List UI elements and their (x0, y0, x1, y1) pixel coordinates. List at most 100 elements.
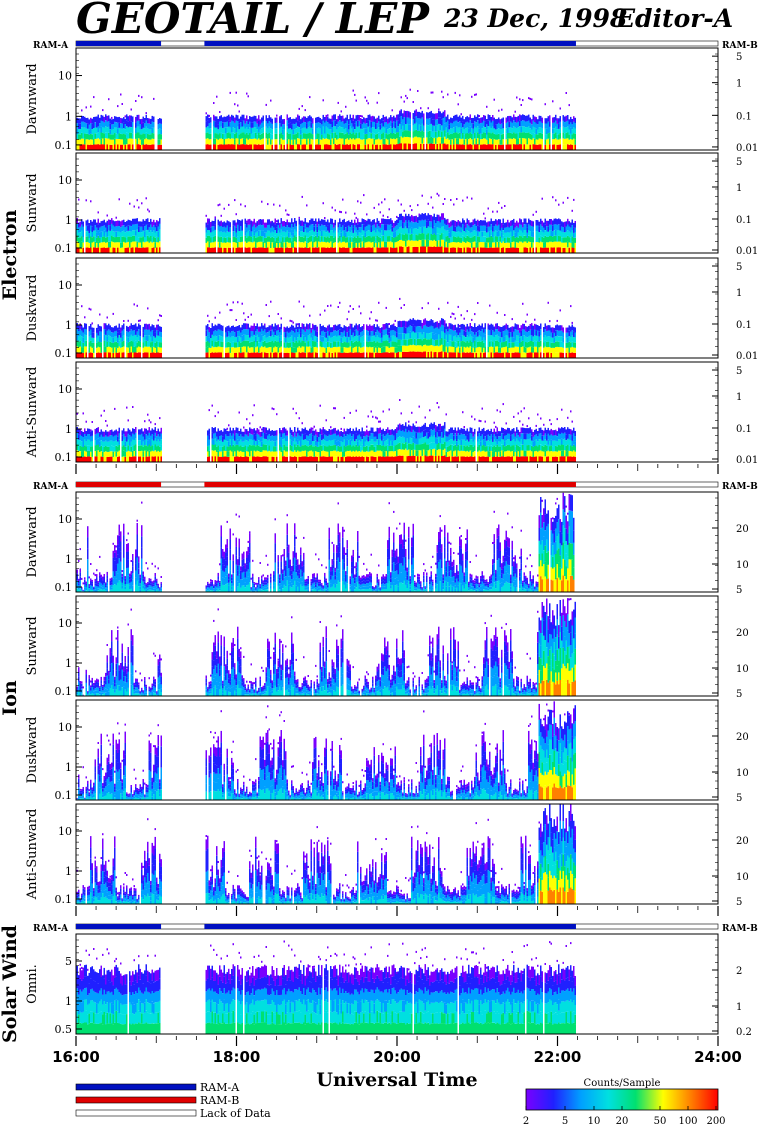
spectrogram-cell (147, 134, 149, 140)
spectrogram-cell (259, 326, 261, 332)
spectrogram-cell (237, 219, 239, 225)
spectrogram-cell (265, 247, 267, 253)
spectrogram-cell (406, 117, 408, 124)
spectrogram-cell (127, 121, 129, 128)
spectrogram-cell (306, 128, 308, 134)
spectrogram-cell (463, 124, 465, 130)
spectrogram-cell (103, 225, 105, 231)
spectrogram-cell (157, 335, 159, 342)
spectrogram-cell (346, 247, 348, 253)
spectrogram-cell (456, 226, 458, 233)
spectrogram-cell (531, 144, 533, 150)
spectrogram-cell (420, 131, 422, 138)
spectrogram-cell (514, 222, 516, 228)
spectrogram-cell (337, 138, 339, 145)
spectrogram-cell (387, 139, 389, 145)
spectrogram-cell (354, 352, 356, 358)
spectrogram-cell (387, 124, 389, 130)
spectrogram-cell (403, 345, 405, 352)
spectrogram-cell (267, 225, 269, 231)
spectrogram-cell (351, 323, 353, 330)
spectrogram-cell (130, 226, 132, 232)
spectrogram-cell (438, 136, 440, 144)
spectrogram-cell (256, 352, 258, 358)
spectrogram-cell (142, 224, 144, 231)
spectrogram-cell (138, 335, 140, 341)
spectrogram-cell (145, 230, 147, 236)
spectrogram-cell (474, 224, 476, 231)
spectrogram-cell (558, 123, 560, 129)
spectrogram-cell (258, 352, 260, 358)
spectrogram-cell (237, 225, 239, 231)
spectrogram-cell (82, 221, 84, 227)
spectrogram-cell (525, 247, 527, 253)
spectrogram-cell (400, 136, 402, 144)
spectrogram-dot (246, 220, 248, 223)
spectrogram-cell (298, 328, 300, 335)
spectrogram-cell (279, 243, 281, 248)
spectrogram-cell (519, 218, 521, 225)
spectrogram-cell (97, 224, 99, 231)
spectrogram-cell (322, 347, 324, 353)
spectrogram-cell (565, 144, 567, 150)
spectrogram-cell (111, 139, 113, 145)
spectrogram-cell (573, 232, 575, 238)
spectrogram-cell (400, 226, 402, 234)
spectrogram-cell (403, 130, 405, 137)
spectrogram-cell (216, 352, 218, 358)
spectrogram-cell (306, 232, 308, 238)
spectrogram-cell (439, 216, 441, 223)
spectrogram-cell (423, 233, 425, 240)
spectrogram-cell (378, 121, 380, 128)
spectrogram-cell (151, 330, 153, 336)
spectrogram-cell (250, 247, 252, 253)
spectrogram-cell (139, 139, 141, 145)
spectrogram-cell (451, 247, 453, 253)
spectrogram-cell (135, 230, 137, 236)
spectrogram-cell (217, 340, 219, 347)
spectrogram-cell (234, 352, 236, 358)
spectrogram-cell (366, 247, 368, 253)
spectrogram-cell (376, 235, 378, 242)
spectrogram-cell (255, 242, 257, 248)
spectrogram-cell (523, 218, 525, 225)
spectrogram-cell (90, 340, 92, 347)
spectrogram-cell (340, 115, 342, 122)
spectrogram-cell (454, 132, 456, 139)
spectrogram-cell (339, 324, 341, 330)
spectrogram-cell (102, 220, 104, 227)
spectrogram-cell (226, 220, 228, 226)
spectrogram-cell (367, 347, 369, 353)
spectrogram-cell (231, 120, 233, 127)
spectrogram-cell (346, 347, 348, 353)
spectrogram-cell (135, 224, 137, 230)
ram-period-segment (204, 924, 576, 929)
spectrogram-cell (325, 347, 327, 353)
spectrogram-cell (217, 134, 219, 140)
spectrogram-cell (403, 234, 405, 241)
spectrogram-cell (291, 241, 293, 248)
spectrogram-cell (160, 326, 162, 333)
spectrogram-cell (328, 346, 330, 353)
spectrogram-dot (238, 110, 240, 113)
spectrogram-cell (115, 352, 117, 358)
spectrogram-cell (505, 139, 507, 145)
spectrogram-cell (430, 246, 432, 253)
spectrogram-cell (90, 335, 92, 341)
spectrogram-cell (531, 129, 533, 135)
spectrogram-cell (376, 324, 378, 330)
spectrogram-cell (469, 144, 471, 150)
spectrogram-cell (76, 218, 78, 224)
spectrogram-cell (225, 144, 227, 150)
spectrogram-dot (127, 319, 129, 322)
spectrogram-cell (301, 220, 303, 226)
spectrogram-cell (112, 327, 114, 333)
spectrogram-cell (117, 327, 119, 333)
spectrogram-cell (456, 138, 458, 145)
spectrogram-cell (142, 347, 144, 353)
spectrogram-cell (381, 230, 383, 236)
spectrogram-cell (115, 336, 117, 342)
spectrogram-cell (310, 230, 312, 236)
spectrogram-cell (145, 352, 147, 358)
spectrogram-cell (286, 225, 288, 231)
